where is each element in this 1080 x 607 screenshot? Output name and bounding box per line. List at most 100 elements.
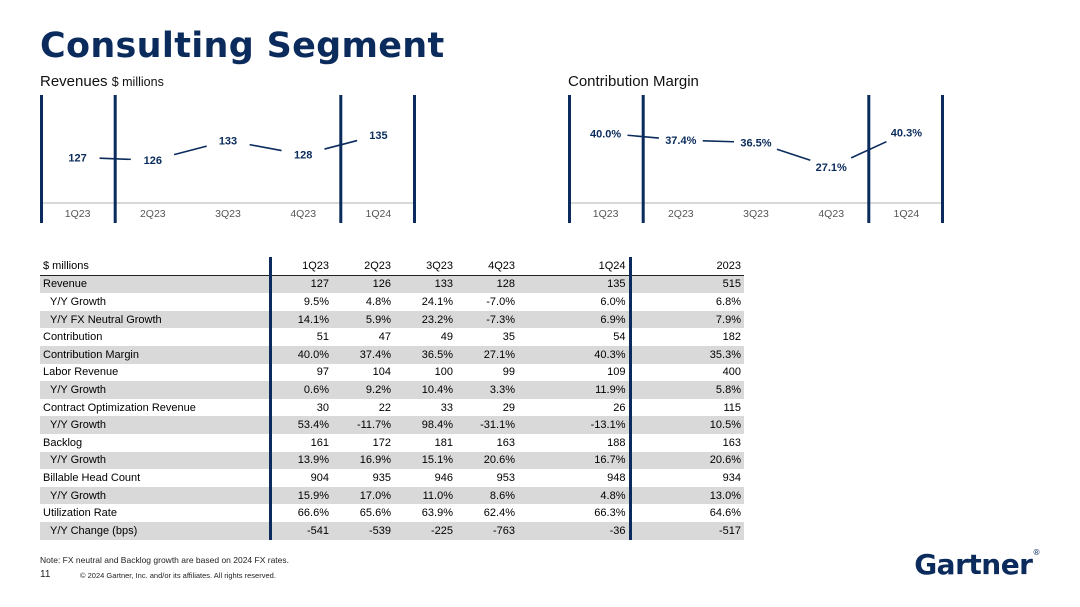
- table-cell: 0.6%: [268, 381, 332, 399]
- margin-chart-title-text: Contribution Margin: [568, 73, 699, 90]
- revenue-chart-unit: $ millions: [111, 75, 164, 89]
- table-row: Y/Y Growth 53.4% -11.7% 98.4% -31.1% -13.1% 10…: [40, 416, 744, 434]
- tick-label: 2Q23: [140, 208, 166, 220]
- table-cell: -11.7%: [332, 416, 394, 434]
- table-header-4q23: 4Q23: [456, 257, 518, 276]
- tick-label: 3Q23: [215, 208, 241, 220]
- table-gap-cell: [518, 310, 568, 329]
- row-label: Labor Revenue: [43, 366, 119, 379]
- data-label: 36.5%: [740, 137, 771, 149]
- gartner-logo: Gartner®: [914, 548, 1040, 581]
- table-cell: 6.9%: [568, 310, 632, 329]
- table-cell: 24.1%: [421, 295, 453, 308]
- table-cell: 36.5%: [394, 345, 456, 364]
- table-cell: 4.8%: [365, 295, 391, 308]
- table-cell: 161: [268, 433, 332, 452]
- table-cell: 4.8%: [568, 486, 632, 505]
- table-cell: 163: [722, 436, 741, 449]
- table-cell: 33: [440, 401, 453, 414]
- tick-label: 1Q23: [593, 208, 619, 220]
- table-row: Y/Y Change (bps) -541 -539 -225 -763 -36 -517: [40, 521, 744, 540]
- row-label: Y/Y Change (bps): [40, 521, 270, 540]
- table-cell: 65.6%: [359, 507, 391, 520]
- logo-text: Gartner: [914, 548, 1033, 581]
- table-header-gap: [518, 257, 568, 276]
- table-cell: 126: [332, 275, 394, 294]
- row-label: Backlog: [43, 436, 83, 449]
- table-cell: 7.9%: [630, 310, 744, 329]
- table-cell: 66.3%: [568, 504, 632, 522]
- series-segment: [99, 157, 131, 161]
- table-cell: 51: [268, 328, 332, 346]
- table-cell: 16.7%: [568, 451, 632, 470]
- table-cell: -763: [456, 521, 518, 540]
- tick-label: 3Q23: [743, 208, 769, 220]
- table-cell: 29: [502, 401, 515, 414]
- table-cell: 40.3%: [568, 345, 632, 364]
- table-cell: 128: [456, 275, 518, 294]
- table-row: Y/Y Growth 0.6% 9.2% 10.4% 3.3% 11.9% 5.8%: [40, 381, 744, 399]
- tick-label: 1Q24: [894, 208, 920, 220]
- table-cell: 5.8%: [630, 381, 744, 399]
- row-label: Billable Head Count: [43, 471, 141, 484]
- table-cell: 23.2%: [394, 310, 456, 329]
- table-row: Contribution Margin 40.0% 37.4% 36.5% 27.1% 4…: [40, 345, 744, 364]
- table-cell: 115: [723, 401, 741, 414]
- table-gap-cell: [518, 328, 568, 346]
- table-header-1q24: 1Q24: [568, 257, 632, 276]
- table-cell: 15.9%: [268, 486, 332, 505]
- table-row: Utilization Rate 66.6% 65.6% 63.9% 62.4% 66.3…: [40, 504, 744, 522]
- table-header-label: $ millions: [40, 257, 270, 276]
- table-cell: 181: [434, 436, 453, 449]
- table-cell: 62.4%: [483, 507, 515, 520]
- table-cell: 22: [378, 401, 391, 414]
- table-cell: 20.6%: [630, 451, 744, 470]
- row-label: Y/Y Growth: [40, 381, 270, 399]
- table-cell: 26: [568, 398, 632, 417]
- table-row: Contract Optimization Revenue 30 22 33 29 26 1…: [40, 398, 744, 417]
- series-segment: [702, 139, 735, 143]
- table-cell: -541: [268, 521, 332, 540]
- table-cell: 20.6%: [456, 451, 518, 470]
- table-cell: 100: [434, 366, 453, 379]
- row-label: Y/Y Growth: [40, 451, 270, 470]
- row-label: Contribution Margin: [40, 345, 270, 364]
- table-cell: 13.0%: [630, 486, 744, 505]
- table-gap-cell: [518, 521, 568, 540]
- table-cell: 6.8%: [715, 295, 741, 308]
- tick-label: 1Q24: [366, 208, 392, 220]
- table-cell: 11.0%: [394, 486, 456, 505]
- table-cell: 953: [496, 471, 515, 484]
- table-cell: 3.3%: [456, 381, 518, 399]
- table-cell: 97: [268, 363, 332, 382]
- table-cell: 14.1%: [268, 310, 332, 329]
- tick-label: 4Q23: [818, 208, 844, 220]
- table-cell: -36: [568, 521, 632, 540]
- table-cell: 13.9%: [268, 451, 332, 470]
- table-gap-cell: [518, 293, 568, 311]
- table-cell: 17.0%: [332, 486, 394, 505]
- table-header-2023: 2023: [630, 257, 744, 276]
- data-label: 37.4%: [665, 135, 696, 147]
- table-cell: 904: [268, 469, 332, 487]
- table-cell: 182: [722, 331, 741, 344]
- table-cell: 9.5%: [268, 293, 332, 311]
- data-label: 40.0%: [590, 128, 621, 140]
- table-cell: 6.0%: [568, 293, 632, 311]
- table-cell: 15.1%: [394, 451, 456, 470]
- table-cell: 40.0%: [268, 345, 332, 364]
- table-cell: -13.1%: [568, 416, 632, 434]
- logo-registered-mark: ®: [1032, 548, 1041, 557]
- table-cell: 104: [372, 366, 391, 379]
- page-number: 11: [40, 569, 51, 580]
- row-label: Contribution: [43, 331, 103, 344]
- data-label: 128: [294, 150, 312, 162]
- table-cell: -7.3%: [456, 310, 518, 329]
- table-cell: 946: [434, 471, 453, 484]
- table-gap-cell: [518, 416, 568, 434]
- table-cell: 53.4%: [268, 416, 332, 434]
- table-row: Contribution 51 47 49 35 54 182: [40, 328, 744, 346]
- margin-chart-title: Contribution Margin: [568, 73, 699, 90]
- table-cell: -225: [394, 521, 456, 540]
- table-row: Billable Head Count 904 935 946 953 948 934: [40, 469, 744, 487]
